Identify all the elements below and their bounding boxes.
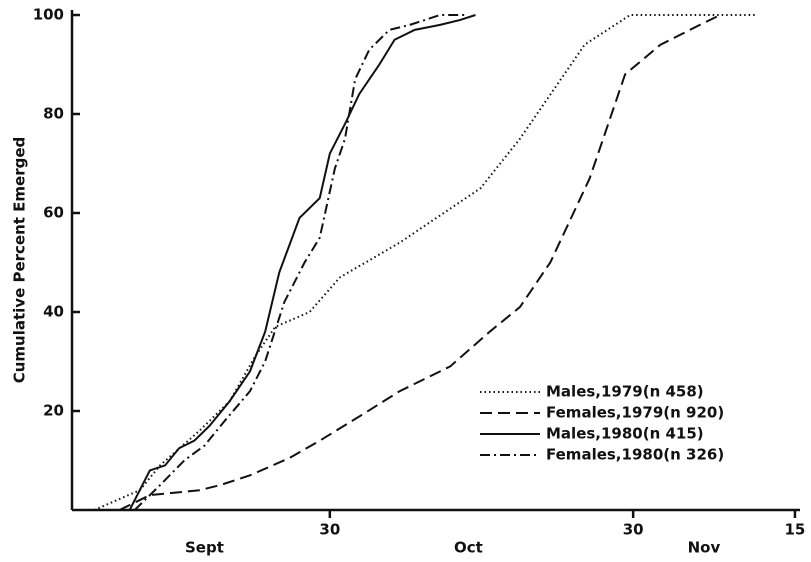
y-tick-label: 80 (43, 105, 64, 123)
y-tick-label: 60 (43, 204, 64, 222)
series-line (133, 14, 466, 511)
month-label: Sept (185, 539, 224, 557)
month-label: Nov (688, 539, 721, 557)
series-line (128, 14, 476, 511)
x-tick-label: 30 (319, 521, 340, 539)
legend-label: Males,1980(n 415) (546, 425, 704, 443)
series-line (119, 14, 721, 511)
series-line (93, 14, 756, 511)
legend-label: Females,1979(n 920) (546, 404, 724, 422)
x-tick-label: 15 (785, 521, 806, 539)
y-tick-label: 40 (43, 303, 64, 321)
y-tick-label: 20 (43, 402, 64, 420)
y-tick-label: 100 (33, 6, 64, 24)
x-tick-label: 30 (623, 521, 644, 539)
legend-label: Males,1979(n 458) (546, 383, 704, 401)
legend-label: Females,1980(n 326) (546, 446, 724, 464)
y-axis-label: Cumulative Percent Emerged (11, 137, 29, 384)
month-label: Oct (454, 539, 483, 557)
